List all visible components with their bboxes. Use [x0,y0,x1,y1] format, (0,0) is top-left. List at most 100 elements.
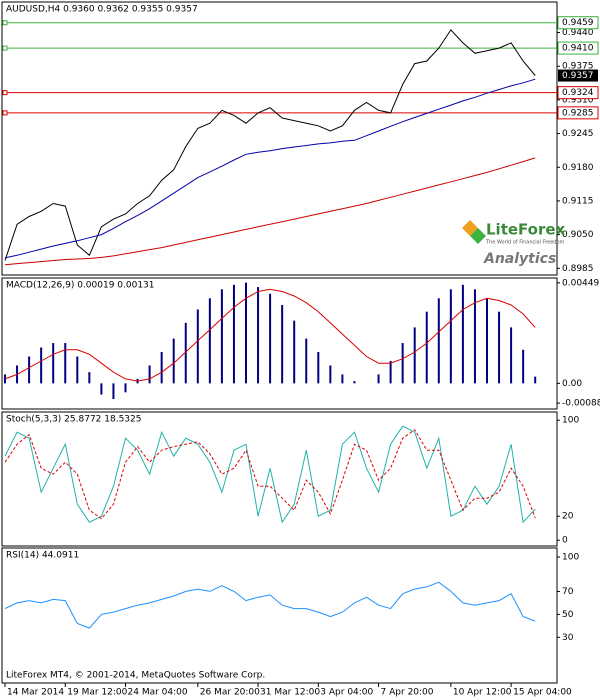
histogram-bar [498,311,501,384]
series-line [4,29,536,261]
histogram-bar [377,374,380,384]
histogram-bar [52,343,55,384]
histogram-bar [220,289,223,384]
histogram-bar [353,381,356,384]
panel-title: MACD(12,26,9) 0.00019 0.00131 [6,281,155,291]
y-tick-label: 0.9310 [562,95,594,105]
histogram-bar [172,338,175,384]
histogram-bar [305,338,308,384]
panel-title: AUDUSD,H4 0.9360 0.9362 0.9355 0.9357 [6,5,198,15]
histogram-bar [124,383,127,393]
logo-name: LiteForex [486,221,566,239]
level-box [2,20,8,26]
series-line [4,425,536,524]
y-tick-label: 0.9245 [562,129,594,139]
y-tick-label: 100 [562,416,579,426]
histogram-bar [232,284,235,384]
histogram-bar [317,352,320,384]
histogram-bar [293,320,296,384]
y-tick-label: 0.00449 [562,278,599,288]
last-price-box [558,69,598,82]
histogram-bar [329,365,332,384]
histogram-bar [28,356,31,384]
x-tick-label: 14 Mar 2014 [7,688,64,698]
level-label: 0.9459 [562,18,594,28]
logo-tagline: The World of Financial Freedom [485,240,565,246]
logo-backdrop [457,214,555,270]
histogram-bar [425,311,428,384]
histogram-bar [510,327,513,384]
y-tick-label: 0.8985 [562,264,594,274]
series-line [4,78,536,259]
y-tick-label: 0.9050 [562,230,594,240]
histogram-bar [437,298,440,384]
y-tick-label: 50 [562,610,574,620]
level-label-box [557,86,599,100]
histogram-bar [473,289,476,384]
histogram-bar [100,383,103,395]
x-tick-label: 19 Mar 12:00 [67,688,127,698]
histogram-bar [208,298,211,384]
level-label-box [557,41,599,55]
logo-product: Analytics [483,251,556,267]
histogram-bar [522,349,525,384]
x-tick-label: 10 Apr 12:00 [453,688,512,698]
histogram-bar [64,343,67,384]
histogram-bar [281,304,284,384]
histogram-bar [534,376,537,384]
histogram-bar [341,374,344,384]
histogram-bar [245,282,247,384]
histogram-bar [461,284,464,384]
y-tick-label: 20 [562,512,574,522]
y-tick-label: 30 [562,633,574,643]
y-tick-label: -0.00088 [562,399,600,409]
last-price-label: 0.9357 [562,71,594,81]
level-box [2,90,8,96]
x-tick-label: 3 Apr 04:00 [320,688,373,698]
histogram-bar [112,383,115,400]
histogram-bar [449,289,452,384]
series-line [4,288,536,382]
level-label: 0.9324 [562,88,594,98]
histogram-bar [196,309,199,384]
logo: LiteForex The World of Financial Freedom… [457,214,566,270]
y-tick-label: 0.9180 [562,163,594,173]
level-box [2,45,8,51]
panel-title: RSI(14) 44.0911 [6,551,79,561]
series-line [4,157,536,266]
x-tick-label: 31 Mar 12:00 [260,688,320,698]
histogram-bar [257,287,260,384]
footer: LiteForex MT4, © 2001-2014, MetaQuotes S… [6,671,265,681]
logo-icon [470,228,486,244]
y-tick-label: 0.00 [562,379,582,389]
histogram-bar [76,356,79,384]
y-tick-label: 100 [562,553,579,563]
histogram-bar [486,298,488,384]
x-tick-label: 24 Mar 04:00 [128,688,188,698]
histogram-bar [389,360,392,384]
y-tick-label: 0.9375 [562,62,594,72]
histogram-bar [148,365,151,384]
x-tick-label: 7 Apr 20:00 [381,688,434,698]
x-tick-label: 26 Mar 20:00 [200,688,260,698]
y-tick-label: 0.9115 [562,196,594,206]
histogram-bar [413,327,416,384]
level-label: 0.9410 [562,44,594,54]
y-tick-label: 0 [562,536,568,546]
histogram-bar [269,293,272,384]
panel-title: Stoch(5,3,3) 25.8772 18.5325 [6,415,141,425]
level-label-box [557,106,599,120]
level-label-box [557,16,599,30]
series-line [4,581,536,629]
x-tick-label: 15 Apr 04:00 [513,688,572,698]
level-box [2,110,8,116]
level-label: 0.9285 [562,108,594,118]
histogram-bar [40,347,43,384]
histogram-bar [184,322,187,384]
histogram-bar [88,372,91,384]
histogram-bar [160,352,163,384]
histogram-bar [401,343,404,384]
